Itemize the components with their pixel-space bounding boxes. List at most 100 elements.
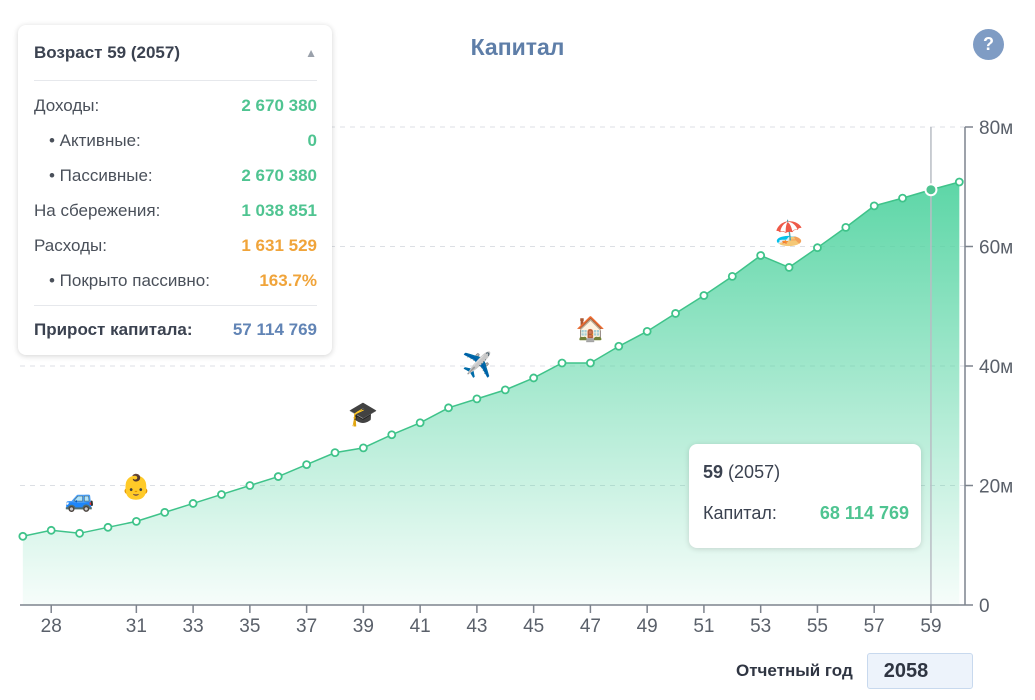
x-tick-label: 43	[466, 616, 487, 637]
x-tick-label: 49	[637, 616, 658, 637]
card-row-label: • Активные:	[49, 130, 141, 150]
graduation-cap-icon: 🎓	[348, 400, 379, 428]
data-point	[898, 193, 907, 203]
x-tick-label: 47	[580, 616, 601, 637]
airplane-icon: ✈️	[461, 351, 492, 379]
card-row-label: Расходы:	[34, 235, 107, 255]
data-point	[529, 373, 539, 383]
data-point	[387, 430, 397, 440]
data-point	[330, 448, 340, 458]
beach-icon: 🏖️	[774, 220, 804, 248]
data-point	[358, 443, 368, 453]
x-tick-label: 39	[353, 616, 374, 637]
card-row-label: • Покрыто пассивно:	[49, 270, 210, 290]
card-row-label: • Пассивные:	[49, 165, 153, 185]
card-title: Возраст 59 (2057)	[34, 42, 181, 62]
y-tick-label: 40м	[979, 357, 1013, 378]
card-row: Доходы: 2 670 380	[34, 88, 317, 123]
capital-growth-row: Прирост капитала: 57 114 769	[34, 305, 317, 354]
x-tick-label: 57	[864, 616, 885, 637]
data-point	[727, 271, 737, 281]
card-row-value: 0	[307, 130, 317, 150]
x-tick-label: 37	[296, 616, 317, 637]
data-point	[500, 385, 510, 395]
collapse-triangle-icon[interactable]: ▲	[305, 45, 317, 60]
x-tick-label: 45	[523, 616, 544, 637]
data-point	[841, 222, 851, 232]
card-row: • Активные: 0	[34, 123, 317, 158]
help-icon[interactable]: ?	[973, 29, 1004, 60]
card-row-label: Доходы:	[34, 95, 100, 115]
data-point	[671, 309, 680, 318]
card-row: На сбережения: 1 038 851	[34, 193, 317, 228]
card-row: • Покрыто пассивно: 163.7%	[34, 263, 317, 298]
data-point	[784, 263, 794, 272]
y-tick-label: 80м	[979, 118, 1013, 139]
tooltip-year: (2057)	[728, 462, 781, 482]
house-icon: 🏠	[575, 316, 606, 343]
card-row: Расходы: 1 631 529	[34, 228, 317, 263]
report-year-control: Отчетный год	[736, 652, 973, 690]
report-year-label: Отчетный год	[736, 661, 853, 680]
data-point	[302, 460, 312, 469]
x-tick-label: 55	[807, 616, 828, 637]
data-point	[614, 341, 624, 351]
data-point	[642, 326, 652, 336]
data-point	[444, 403, 453, 413]
data-point	[75, 528, 84, 538]
card-rows: Доходы: 2 670 380 • Активные: 0 • Пассивные:…	[34, 88, 317, 298]
tooltip-age: 59	[703, 462, 724, 482]
x-tick-label: 35	[239, 616, 260, 637]
tooltip-capital-value: 68 114 769	[819, 503, 909, 523]
data-point	[188, 499, 198, 508]
card-row-label: На сбережения:	[34, 200, 161, 220]
tooltip-header: 59 (2057)	[703, 462, 909, 483]
x-tick-label: 31	[126, 616, 147, 637]
y-tick-label: 20м	[979, 477, 1013, 498]
data-point	[217, 490, 226, 499]
card-row-value: 1 038 851	[241, 200, 317, 220]
x-tick-label: 53	[750, 616, 771, 637]
data-point	[131, 516, 141, 526]
x-tick-label: 59	[920, 616, 941, 637]
x-tick-label: 33	[183, 616, 204, 637]
data-point	[46, 525, 56, 535]
x-tick-label: 28	[41, 616, 62, 637]
car-icon: 🚙	[64, 486, 95, 514]
year-details-card: Возраст 59 (2057) ▲ Доходы: 2 670 380 • Ак…	[18, 25, 332, 355]
data-point	[586, 358, 595, 368]
chart-tooltip: 59 (2057) Капитал: 68 114 769	[689, 444, 921, 548]
card-row-value: 1 631 529	[241, 235, 317, 255]
data-point	[273, 472, 283, 481]
card-row-value: 163.7%	[259, 270, 317, 290]
card-header[interactable]: Возраст 59 (2057) ▲	[34, 25, 317, 81]
x-tick-label: 51	[693, 616, 714, 637]
x-tick-label: 41	[410, 616, 431, 637]
data-point	[924, 183, 938, 197]
data-point	[954, 177, 964, 187]
chart-title: Капитал	[470, 34, 565, 60]
data-point	[699, 291, 709, 300]
capital-growth-value: 57 114 769	[232, 320, 317, 339]
y-tick-label: 60м	[979, 238, 1013, 259]
data-point	[557, 358, 567, 368]
data-point	[869, 201, 879, 211]
y-tick-label: 0	[979, 596, 990, 617]
card-row: • Пассивные: 2 670 380	[34, 158, 317, 193]
data-point	[415, 418, 425, 428]
card-row-value: 2 670 380	[241, 95, 317, 115]
capital-line	[22, 181, 960, 538]
baby-icon: 👶	[121, 474, 152, 502]
data-point	[18, 531, 28, 541]
data-point	[160, 507, 170, 517]
data-point	[472, 394, 482, 404]
tooltip-capital-label: Капитал:	[703, 503, 777, 523]
data-point	[245, 481, 255, 490]
data-point	[103, 522, 113, 532]
tooltip-capital-row: Капитал: 68 114 769	[703, 503, 909, 524]
report-year-input[interactable]	[866, 653, 973, 689]
data-point	[756, 251, 766, 260]
capital-growth-label: Прирост капитала:	[34, 320, 193, 339]
card-row-value: 2 670 380	[241, 165, 317, 185]
data-point	[813, 243, 822, 253]
